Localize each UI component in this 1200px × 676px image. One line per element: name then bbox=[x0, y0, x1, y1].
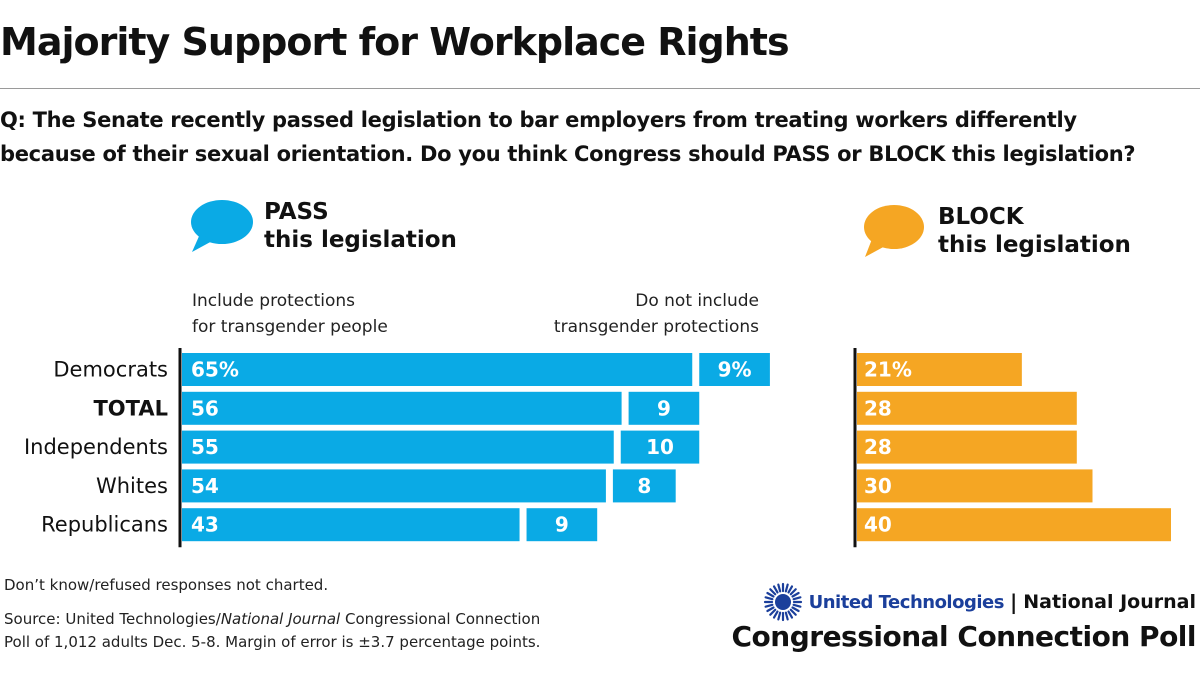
include-subhead-line-2: for transgender people bbox=[192, 317, 388, 337]
include-protections-subhead: Include protections for transgender peop… bbox=[192, 288, 388, 340]
logo-ray bbox=[789, 588, 797, 596]
pass-legend-title: PASS bbox=[264, 199, 329, 225]
speech-bubble-blue-icon bbox=[188, 198, 254, 254]
data-label-pass-include: 54 bbox=[191, 474, 219, 498]
source-publication: National Journal bbox=[220, 610, 341, 628]
logo-ray bbox=[792, 596, 802, 601]
bar-pass-no-protections bbox=[628, 391, 700, 425]
logo-ray bbox=[789, 608, 797, 616]
bar-block bbox=[857, 353, 1022, 386]
source-suffix: Congressional Connection bbox=[340, 610, 541, 628]
title-divider bbox=[0, 88, 1200, 89]
logo-ray bbox=[768, 608, 776, 616]
logo-ray bbox=[791, 591, 800, 598]
data-label-pass-no-protections: 9 bbox=[657, 396, 671, 420]
speech-bubble-orange-icon bbox=[862, 203, 928, 259]
sponsor-bar: United Technologies | National Journal bbox=[748, 582, 1196, 622]
data-label-block: 28 bbox=[864, 435, 892, 459]
survey-question: Q: The Senate recently passed legislatio… bbox=[0, 103, 1200, 171]
category-label: Independents bbox=[24, 435, 168, 459]
bar-pass-include bbox=[182, 353, 693, 386]
source-line-1: Source: United Technologies/National Jou… bbox=[4, 608, 540, 631]
sponsor-separator: | bbox=[1009, 590, 1018, 614]
question-line-2: because of their sexual orientation. Do … bbox=[0, 142, 1136, 166]
logo-ray bbox=[784, 583, 789, 593]
sponsor-united-technologies: United Technologies bbox=[808, 591, 1005, 613]
pass-legend: PASS this legislation bbox=[188, 198, 457, 254]
logo-ray bbox=[792, 603, 802, 608]
bar-block bbox=[857, 508, 1171, 542]
data-label-pass-no-protections: 8 bbox=[637, 474, 651, 498]
bar-pass-include bbox=[182, 430, 614, 464]
pass-legend-subtitle: this legislation bbox=[264, 227, 457, 253]
notinclude-subhead-line-2: transgender protections bbox=[553, 317, 759, 337]
bar-pass-include bbox=[182, 391, 622, 425]
data-label-block: 40 bbox=[864, 513, 892, 537]
category-label: Whites bbox=[96, 474, 168, 498]
data-label-pass-include: 56 bbox=[191, 396, 219, 420]
data-label-pass-include: 65% bbox=[191, 358, 239, 382]
bar-block bbox=[857, 469, 1093, 503]
data-label-pass-include: 55 bbox=[191, 435, 219, 459]
notinclude-subhead-line-1: Do not include bbox=[635, 291, 759, 311]
source-line-2: Poll of 1,012 adults Dec. 5-8. Margin of… bbox=[4, 633, 541, 651]
logo-ray bbox=[776, 611, 781, 621]
bar-pass-no-protections bbox=[620, 430, 700, 464]
data-label-block: 30 bbox=[864, 474, 892, 498]
source-note: Source: United Technologies/National Jou… bbox=[4, 608, 540, 654]
block-legend-subtitle: this legislation bbox=[938, 232, 1131, 258]
data-label-pass-include: 43 bbox=[191, 513, 219, 537]
bar-pass-no-protections bbox=[699, 353, 770, 386]
logo-ray bbox=[787, 610, 793, 619]
sponsor-national-journal: National Journal bbox=[1023, 591, 1196, 613]
logo-ray bbox=[791, 606, 800, 613]
source-prefix: Source: United Technologies/ bbox=[4, 610, 221, 628]
logo-ray bbox=[772, 585, 779, 594]
question-line-1: Q: The Senate recently passed legislatio… bbox=[0, 108, 1077, 132]
bar-pass-no-protections bbox=[612, 469, 676, 503]
data-label-block: 28 bbox=[864, 396, 892, 420]
logo-ray bbox=[765, 591, 775, 598]
logo-ray bbox=[765, 606, 775, 613]
include-subhead-line-1: Include protections bbox=[192, 291, 355, 311]
bar-pass-no-protections bbox=[526, 508, 598, 542]
data-label-pass-no-protections: 9% bbox=[718, 358, 752, 382]
category-label: TOTAL bbox=[93, 396, 168, 420]
block-legend: BLOCK this legislation bbox=[862, 203, 1131, 259]
data-label-block: 21% bbox=[864, 358, 912, 382]
data-label-pass-no-protections: 10 bbox=[646, 435, 674, 459]
category-label: Republicans bbox=[41, 513, 168, 537]
data-label-pass-no-protections: 9 bbox=[555, 513, 569, 537]
logo-ray bbox=[764, 603, 774, 608]
bar-pass-include bbox=[182, 469, 606, 503]
chart-title: Majority Support for Workplace Rights bbox=[0, 20, 790, 64]
logo-ray bbox=[764, 596, 774, 601]
bar-block bbox=[857, 391, 1077, 425]
logo-ray bbox=[768, 588, 776, 596]
block-legend-title: BLOCK bbox=[938, 204, 1024, 230]
footnote: Don’t know/refused responses not charted… bbox=[4, 576, 329, 594]
bar-pass-include bbox=[182, 508, 520, 542]
no-protections-subhead: Do not include transgender protections bbox=[470, 288, 759, 340]
category-label: Democrats bbox=[53, 358, 168, 382]
logo-ray bbox=[776, 583, 781, 593]
poll-name: Congressional Connection Poll bbox=[731, 620, 1197, 653]
bar-block bbox=[857, 430, 1077, 464]
logo-ray bbox=[787, 585, 793, 594]
united-technologies-logo-icon bbox=[763, 582, 802, 622]
logo-ray bbox=[784, 611, 789, 621]
logo-ray bbox=[772, 610, 779, 619]
